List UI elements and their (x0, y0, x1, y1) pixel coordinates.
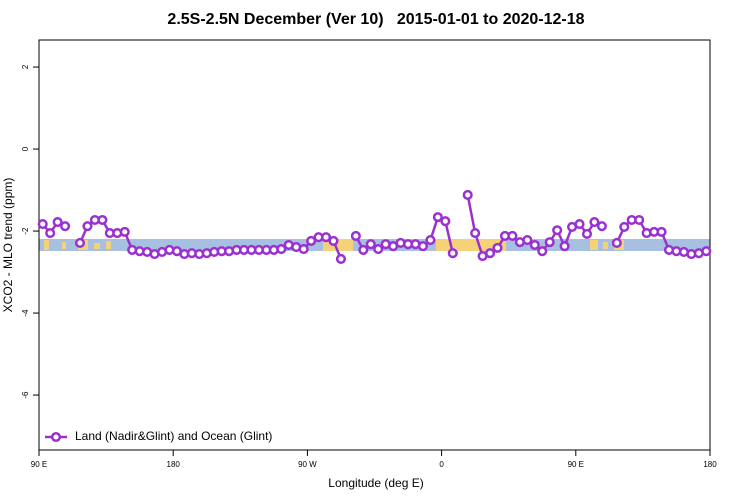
data-point (529, 239, 540, 251)
x-tick-label: 90 W (298, 460, 317, 469)
data-point (574, 219, 585, 230)
legend-marker (50, 431, 62, 443)
data-point (619, 221, 630, 233)
y-axis-label: XCO2 - MLO trend (ppm) (1, 178, 15, 313)
data-point (82, 221, 93, 232)
land-patch (62, 242, 66, 249)
land-patch (436, 239, 506, 251)
data-point (537, 246, 548, 257)
data-point (589, 216, 600, 228)
data-point (596, 221, 607, 232)
plot-frame (38, 39, 711, 451)
x-tick-label: 180 (703, 460, 717, 469)
data-point (552, 225, 563, 236)
data-point (432, 212, 443, 223)
y-tick-label: -2 (21, 227, 30, 235)
x-tick-label: 90 E (31, 460, 47, 469)
data-point (425, 235, 436, 246)
data-point (60, 221, 71, 232)
data-point (328, 235, 339, 246)
data-point (417, 241, 429, 252)
data-point (462, 189, 473, 201)
data-point (656, 226, 667, 237)
data-point (492, 242, 503, 253)
x-tick-label: 180 (167, 460, 181, 469)
data-point (701, 246, 712, 257)
data-point (440, 216, 451, 227)
chart-title: 2.5S-2.5N December (Ver 10) 2015-01-01 t… (167, 11, 584, 28)
data-point (350, 230, 361, 242)
data-point (119, 226, 130, 237)
land-patch (603, 242, 608, 249)
y-tick-label: -4 (21, 309, 30, 317)
land-patch (44, 240, 49, 250)
land-patch (94, 243, 100, 249)
y-tick-label: -6 (21, 391, 30, 399)
data-point (470, 228, 481, 239)
land-patch (106, 241, 111, 249)
data-point (276, 244, 287, 255)
data-point (373, 244, 384, 255)
data-point (581, 228, 593, 239)
data-point (335, 253, 347, 264)
land-patch (590, 240, 598, 250)
x-axis-label: Longitude (deg E) (328, 476, 423, 490)
data-point (320, 232, 332, 243)
data-point (358, 244, 369, 255)
data-point (74, 237, 86, 248)
data-point (544, 237, 555, 248)
data-point (507, 230, 518, 242)
data-point (485, 248, 496, 259)
data-point (522, 235, 533, 246)
y-tick-label: 0 (21, 146, 30, 151)
legend-label: Land (Nadir&Glint) and Ocean (Glint) (75, 429, 272, 443)
data-point (37, 219, 48, 230)
data-point (365, 239, 376, 250)
data-point (45, 228, 56, 239)
data-point (298, 244, 309, 255)
data-point (447, 248, 458, 259)
data-point (97, 214, 108, 226)
data-point (52, 216, 63, 228)
data-point (611, 237, 622, 248)
data-point (559, 241, 570, 252)
data-point (634, 214, 645, 226)
data-point (306, 235, 317, 246)
x-tick-label: 90 E (568, 460, 584, 469)
y-tick-label: 2 (21, 64, 30, 69)
x-tick-label: 0 (439, 460, 444, 469)
